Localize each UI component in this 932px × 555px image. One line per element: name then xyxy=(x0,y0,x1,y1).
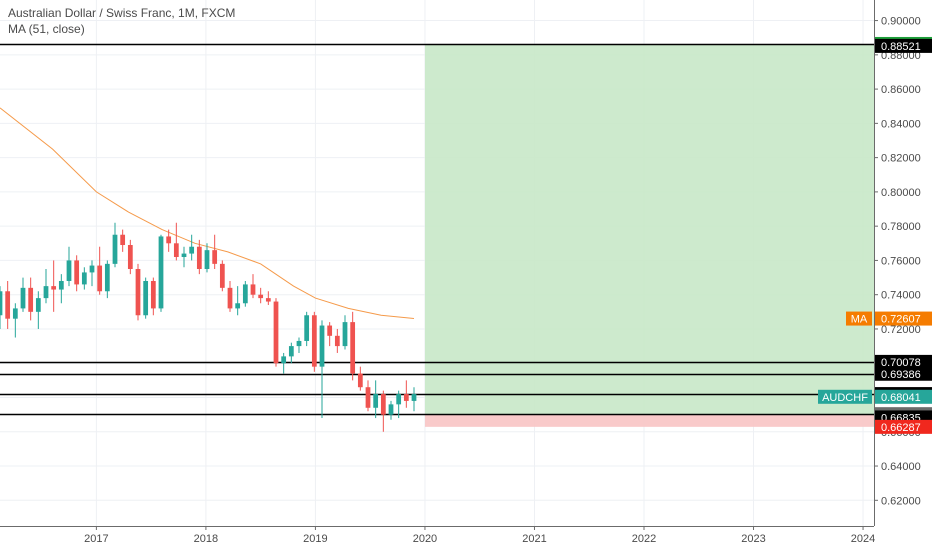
candle[interactable] xyxy=(112,234,118,264)
candle[interactable] xyxy=(127,245,133,269)
candle[interactable] xyxy=(51,286,57,290)
candle[interactable] xyxy=(74,260,80,285)
candle[interactable] xyxy=(89,265,95,273)
candle[interactable] xyxy=(81,272,87,285)
price-tick-label: 0.80000 xyxy=(881,187,921,199)
symbol-title: Australian Dollar / Swiss Franc, 1M, FXC… xyxy=(8,6,236,20)
candle[interactable] xyxy=(35,298,41,312)
time-tick-label: 2017 xyxy=(84,533,108,545)
candle[interactable] xyxy=(357,373,363,388)
candle[interactable] xyxy=(281,356,287,364)
candle[interactable] xyxy=(173,243,179,258)
candle[interactable] xyxy=(319,325,325,367)
candle[interactable] xyxy=(104,263,110,292)
candle[interactable] xyxy=(258,294,264,299)
candle[interactable] xyxy=(380,394,386,415)
candle[interactable] xyxy=(58,280,64,290)
candle[interactable] xyxy=(396,394,402,405)
price-label-black[interactable] xyxy=(875,366,932,381)
candle[interactable] xyxy=(204,250,210,269)
time-tick-label: 2022 xyxy=(632,533,656,545)
price-label-black[interactable] xyxy=(875,354,932,369)
chart-legend: Australian Dollar / Swiss Franc, 1M, FXC… xyxy=(8,5,235,37)
candle[interactable] xyxy=(334,335,340,347)
candle[interactable] xyxy=(97,265,103,292)
current-tag-text: AUDCHF xyxy=(822,392,868,404)
current-tag[interactable] xyxy=(818,389,872,404)
candle[interactable] xyxy=(43,286,49,299)
time-tick-label: 2024 xyxy=(851,533,875,545)
candle[interactable] xyxy=(135,268,141,316)
price-tick-label: 0.84000 xyxy=(881,118,921,130)
time-tick-label: 2021 xyxy=(522,533,546,545)
price-label-stop[interactable] xyxy=(875,419,932,434)
price-label-text: 0.70078 xyxy=(881,357,921,369)
price-tick-label: 0.74000 xyxy=(881,290,921,302)
price-label-text: 0.72607 xyxy=(881,314,921,326)
candle[interactable] xyxy=(150,280,156,309)
price-label-black[interactable] xyxy=(875,38,932,53)
price-label-current[interactable] xyxy=(875,389,932,404)
price-tick-label: 0.76000 xyxy=(881,255,921,267)
candle[interactable] xyxy=(235,303,241,309)
time-tick-label: 2019 xyxy=(303,533,327,545)
indicator-label[interactable]: MA (51, close) xyxy=(8,22,85,36)
price-label-text: 0.66287 xyxy=(881,422,921,434)
price-tick-label: 0.90000 xyxy=(881,16,921,28)
candle[interactable] xyxy=(227,287,233,309)
profit-zone[interactable] xyxy=(424,43,874,415)
price-tick-label: 0.62000 xyxy=(881,495,921,507)
candle[interactable] xyxy=(311,315,317,367)
candle[interactable] xyxy=(411,394,417,401)
candle[interactable] xyxy=(250,284,256,295)
time-tick-label: 2023 xyxy=(741,533,765,545)
candle[interactable] xyxy=(12,308,18,319)
candle[interactable] xyxy=(350,322,356,374)
moving-average-line[interactable] xyxy=(0,107,415,319)
candle[interactable] xyxy=(181,253,187,258)
price-tick-label: 0.82000 xyxy=(881,153,921,165)
candle[interactable] xyxy=(66,260,72,281)
candle[interactable] xyxy=(166,236,172,244)
candle[interactable] xyxy=(158,236,164,309)
candle[interactable] xyxy=(0,291,3,316)
candle[interactable] xyxy=(265,298,271,302)
price-tick-label: 0.64000 xyxy=(881,461,921,473)
candle[interactable] xyxy=(403,394,409,401)
candle[interactable] xyxy=(143,280,149,316)
price-tick-label: 0.86000 xyxy=(881,84,921,96)
price-label-text: 0.69386 xyxy=(881,369,921,381)
candle[interactable] xyxy=(212,250,218,264)
candle[interactable] xyxy=(5,291,11,319)
price-label-text: 0.68041 xyxy=(881,392,921,404)
candle[interactable] xyxy=(288,346,294,357)
candle[interactable] xyxy=(388,404,394,415)
candle[interactable] xyxy=(296,340,302,347)
candle[interactable] xyxy=(273,301,279,364)
price-tick-label: 0.72000 xyxy=(881,324,921,336)
ma-tag-text: MA xyxy=(851,314,868,326)
candle[interactable] xyxy=(242,284,248,304)
candle[interactable] xyxy=(304,315,310,341)
candle[interactable] xyxy=(373,394,379,408)
ma-tag[interactable] xyxy=(846,311,872,326)
candle[interactable] xyxy=(365,387,371,408)
candle[interactable] xyxy=(189,246,195,254)
candle[interactable] xyxy=(20,287,26,309)
price-tick-label: 0.78000 xyxy=(881,221,921,233)
candle[interactable] xyxy=(28,287,34,312)
time-tick-label: 2020 xyxy=(413,533,437,545)
time-tick-label: 2018 xyxy=(194,533,218,545)
price-label-text: 0.88521 xyxy=(881,41,921,53)
stop-loss-zone[interactable] xyxy=(424,414,874,427)
candle[interactable] xyxy=(342,322,348,347)
candle[interactable] xyxy=(120,234,126,246)
candle[interactable] xyxy=(219,263,225,288)
candle[interactable] xyxy=(327,325,333,336)
candle[interactable] xyxy=(196,246,202,269)
price-label-ma[interactable] xyxy=(875,311,932,326)
